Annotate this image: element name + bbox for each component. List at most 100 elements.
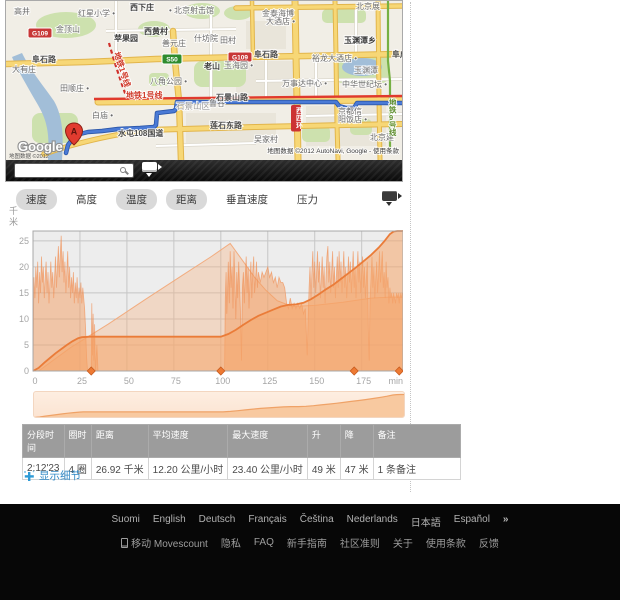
map-label: 北京建 [370,132,394,142]
column-header: 平均速度 [147,424,229,458]
map-label: 莲石东路 [210,120,243,130]
tab-vertical-speed[interactable]: 垂直速度 [226,194,268,206]
map-label: 水屯108国道 [117,128,163,138]
road-shield [227,51,253,63]
footer: Suomi English Deutsch Français Čeština Nederl… [0,504,620,600]
column-header: 分段时间 [22,424,65,458]
tab-altitude[interactable]: 高度 [76,194,97,206]
map-label: 金泰海博 [262,8,294,18]
svg-text:S50: S50 [166,57,178,64]
map-marker-a[interactable]: A [64,122,84,146]
lap-marker[interactable] [216,366,226,376]
map-search-bar [6,160,402,181]
footer-language-link[interactable]: Deutsch [198,514,236,525]
map-label: 金顶山 [56,24,80,34]
map-label: 玉渊潭 [354,65,378,75]
footer-language-link[interactable]: 日本語 [410,518,441,529]
map-river [12,53,63,160]
chart-display-toggle-icon[interactable] [382,191,402,208]
more-languages-chevron[interactable]: » [502,514,509,525]
map-label: 阳饭店 • [338,114,367,124]
footer-link[interactable]: 社区准则 [339,539,380,550]
map-label: 西黄村 [144,26,168,36]
footer-language-link[interactable]: Suomi [111,514,140,525]
footer-language-row: Suomi English Deutsch Français Čeština Nederl… [0,504,620,529]
svg-text:100: 100 [215,376,230,386]
metro-line-9 [386,1,392,151]
footer-language-link[interactable]: English [152,514,186,525]
show-details-icon [24,470,35,481]
footer-link[interactable]: FAQ [253,537,274,548]
footer-language-link[interactable]: Français [248,514,287,525]
table-cell: 2:12'23 [22,457,65,480]
map-label: 西四环 [296,107,303,130]
svg-text:25: 25 [19,236,29,246]
map-copyright-small: 地图数据 ©2012 [9,152,49,160]
map-label: 地铁1号线 [126,90,162,100]
lap-marker[interactable] [86,366,96,376]
map-label: 吴家村 [254,134,278,144]
lap-summary-table: 分段时间 圈时 距离 平均速度 最大速度升降备注 2:12'23 4 圈 26.92 千米 1… [22,424,461,480]
map-label: 善元庄 [162,38,186,48]
table-cell: 12.20 公里/小时 [147,457,229,480]
tab-pressure[interactable]: 压力 [297,194,318,206]
y-axis-unit-label: 千米 [9,206,19,227]
table-cell: 47 米 [339,457,374,480]
search-input[interactable] [14,163,134,178]
map-label: 白庙 • [92,110,113,120]
chart-overview-scrubber[interactable] [33,391,405,418]
mobile-phone-icon [121,537,129,548]
footer-link[interactable]: 关于 [392,539,413,550]
map-label: 石景山区 [176,101,211,111]
table-cell: 23.40 公里/小时 [227,457,308,480]
column-header: 圈时 [63,424,92,458]
svg-text:0: 0 [32,376,37,386]
map-label: 玉渊潭乡 [344,35,376,45]
svg-text:25: 25 [77,376,87,386]
svg-text:min: min [388,376,403,386]
map-label: 八角公园 • [150,76,187,86]
footer-link[interactable]: 移动 Movescount [121,535,208,550]
metro-line-1 [93,94,402,101]
column-header: 升 [306,424,341,458]
chart-tabs: 速度 高度 温度 距离 垂直速度 压力 [16,189,328,210]
overview-area [34,393,404,417]
search-icon[interactable] [120,167,126,173]
map-lake [342,58,382,76]
svg-text:A: A [71,127,78,137]
tab-speed[interactable]: 速度 [16,189,57,210]
footer-language-link[interactable]: Čeština [299,514,334,525]
map-label: 田村 [220,35,236,45]
footer-language-link[interactable]: Español [453,514,490,525]
map-display-toggle-icon[interactable] [142,162,162,179]
svg-text:15: 15 [19,288,29,298]
road-shield [27,27,53,39]
column-header: 降 [339,424,374,458]
table-row: 2:12'23 4 圈 26.92 千米 12.20 公里/小时 23.40 公里/小时… [22,457,461,480]
svg-text:75: 75 [171,376,181,386]
footer-language-link[interactable]: Nederlands [346,514,398,525]
chart-area[interactable]: 0 5 10 15 20 25 0 25 50 75 100 125 150 175 min [5,229,404,392]
tab-temperature[interactable]: 温度 [116,189,157,210]
map-minor-roads-fill [105,1,402,147]
map-label: 阜石路 [254,49,279,59]
footer-link[interactable]: 新手指南 [286,539,327,550]
footer-link[interactable]: 反馈 [478,539,499,550]
map-container[interactable]: G109 S50 G109 高井 红星小学 • 西下庄 • 北京射击馆 金泰海博 大酒店 • 北京… [5,0,403,182]
map-attribution[interactable]: 地图数据 ©2012 AutoNavi, Google - 使用条款 [267,145,401,156]
footer-link[interactable]: 隐私 [220,539,241,550]
map-label: 万事达中心 • [282,78,327,88]
lap-marker[interactable] [349,366,359,376]
map-label: 红星小学 • [78,8,115,18]
map-label: 阜成路 [392,49,402,59]
map-label: 京都信 [338,106,362,116]
svg-text:175: 175 [356,376,371,386]
table-cell: 1 条备注 [372,457,461,480]
show-details-link[interactable]: 显示细节 [23,468,81,483]
road-badge [291,105,301,132]
tab-distance[interactable]: 距离 [166,189,207,210]
table-cell: 26.92 千米 [90,457,149,480]
footer-link[interactable]: 使用条款 [425,539,466,550]
